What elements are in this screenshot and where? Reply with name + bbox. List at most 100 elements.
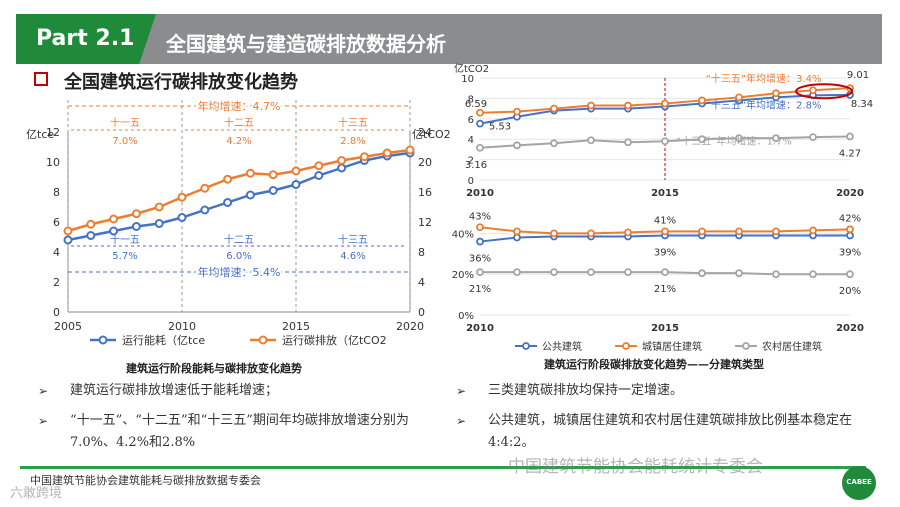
data-point xyxy=(587,268,595,277)
data-point xyxy=(661,137,669,146)
data-point xyxy=(698,269,706,278)
data-point xyxy=(314,161,324,171)
data-point xyxy=(772,89,780,98)
data-label: 39% xyxy=(654,247,676,258)
data-point xyxy=(846,132,854,141)
y-tick: 20% xyxy=(452,270,474,281)
x-tick: 2010 xyxy=(168,320,196,333)
data-point xyxy=(476,119,484,128)
data-label: 21% xyxy=(654,284,676,295)
y-tick: 0 xyxy=(468,176,474,187)
data-point xyxy=(587,101,595,110)
x-tick: 2010 xyxy=(466,323,494,334)
x-tick: 2015 xyxy=(651,188,679,199)
y-tick: 8 xyxy=(468,94,474,105)
data-point xyxy=(772,134,780,143)
data-point xyxy=(846,270,854,279)
data-point xyxy=(661,268,669,277)
arrow-bullet-icon: ➢ xyxy=(38,414,49,428)
y-tick: 0% xyxy=(458,311,474,322)
data-point xyxy=(513,141,521,150)
data-label: 36% xyxy=(469,254,491,265)
data-point xyxy=(86,231,96,240)
data-point xyxy=(359,152,369,162)
legend-label: 农村居住建筑 xyxy=(762,340,822,353)
data-point xyxy=(337,156,347,165)
arrow-bullet-icon: ➢ xyxy=(456,384,467,398)
data-point xyxy=(131,222,141,231)
y-tick-left: 8 xyxy=(53,186,60,199)
x-tick: 2020 xyxy=(396,320,424,333)
footer-divider xyxy=(20,466,866,469)
y-axis-label-left: 亿tce xyxy=(26,128,54,141)
bottom-period-name: 十一五 xyxy=(110,233,140,246)
y-tick-right: 0 xyxy=(418,306,425,319)
data-point xyxy=(223,198,233,207)
legend-label: 城镇居住建筑 xyxy=(642,340,702,353)
data-point xyxy=(154,219,164,228)
data-point xyxy=(513,107,521,116)
arrow-bullet-icon: ➢ xyxy=(38,384,49,398)
y-tick-left: 4 xyxy=(53,246,60,259)
x-tick: 2015 xyxy=(651,323,679,334)
data-point xyxy=(809,270,817,279)
data-point xyxy=(550,268,558,277)
data-label: 41% xyxy=(654,215,676,226)
bottom-total-label: 年均增速：5.4% xyxy=(198,265,281,279)
top-period-name: 十三五 xyxy=(338,116,368,129)
data-point xyxy=(154,202,164,212)
data-point xyxy=(735,134,743,143)
data-point xyxy=(735,269,743,278)
legend-label: 运行能耗（亿tce xyxy=(122,333,205,347)
data-label: 3.16 xyxy=(465,160,487,171)
y-axis-label: 亿tCO2 xyxy=(454,62,489,75)
watermark-left: 六敢跨境 xyxy=(10,486,63,501)
top-total-label: 年均增速：4.7% xyxy=(198,100,281,113)
y-tick-left: 2 xyxy=(53,276,60,289)
top-period-name: 十一五 xyxy=(110,116,140,129)
y-tick-right: 20 xyxy=(418,156,432,169)
data-point xyxy=(382,148,392,158)
bullet-item: ➢ 三类建筑碳排放均保持一定增速。 xyxy=(452,380,872,402)
data-point xyxy=(476,237,484,246)
data-point xyxy=(550,229,558,238)
data-point xyxy=(698,96,706,105)
footer-text: 中国建筑节能协会建筑能耗与碳排放数据专委会 xyxy=(30,474,261,487)
bullets-right: ➢ 三类建筑碳排放均保持一定增速。 ➢ 公共建筑，城镇居住建筑和农村居住建筑碳排放比… xyxy=(452,380,872,454)
data-point xyxy=(661,227,669,236)
data-point xyxy=(772,227,780,236)
data-point xyxy=(624,138,632,147)
x-tick: 2020 xyxy=(836,323,864,334)
data-label: 9.01 xyxy=(847,70,869,81)
y-tick: 6 xyxy=(468,115,474,126)
data-label: 42% xyxy=(839,213,861,224)
data-label: 6.59 xyxy=(465,99,487,110)
y-tick-left: 10 xyxy=(46,156,60,169)
data-point xyxy=(200,183,210,193)
data-label: 5.53 xyxy=(489,122,511,133)
y-tick-left: 12 xyxy=(46,126,60,139)
data-point xyxy=(846,225,854,234)
data-point xyxy=(698,135,706,144)
data-point xyxy=(698,227,706,236)
data-point xyxy=(846,231,854,240)
bullet-item: ➢ 公共建筑，城镇居住建筑和农村居住建筑碳排放比例基本稳定在4:4:2。 xyxy=(452,410,872,454)
annotation-public: “十三五”年均增速：2.8% xyxy=(706,99,822,112)
legend-marker xyxy=(622,342,630,350)
top-period-rate: 4.2% xyxy=(226,136,251,147)
data-point xyxy=(109,226,119,236)
data-point xyxy=(661,99,669,108)
x-tick: 2020 xyxy=(836,188,864,199)
data-label: 8.34 xyxy=(851,99,873,110)
data-point xyxy=(587,229,595,238)
data-point xyxy=(809,133,817,142)
caption-right: 建筑运行阶段碳排放变化趋势——分建筑类型 xyxy=(544,358,764,371)
page-title: 全国建筑与建造碳排放数据分析 xyxy=(166,32,446,56)
data-point xyxy=(735,93,743,102)
legend-label: 运行碳排放（亿tCO2 xyxy=(282,333,387,347)
top-period-rate: 7.0% xyxy=(112,136,137,147)
data-point xyxy=(63,235,73,245)
section-title: 全国建筑运行碳排放变化趋势 xyxy=(34,68,298,94)
y-tick-right: 8 xyxy=(418,246,425,259)
